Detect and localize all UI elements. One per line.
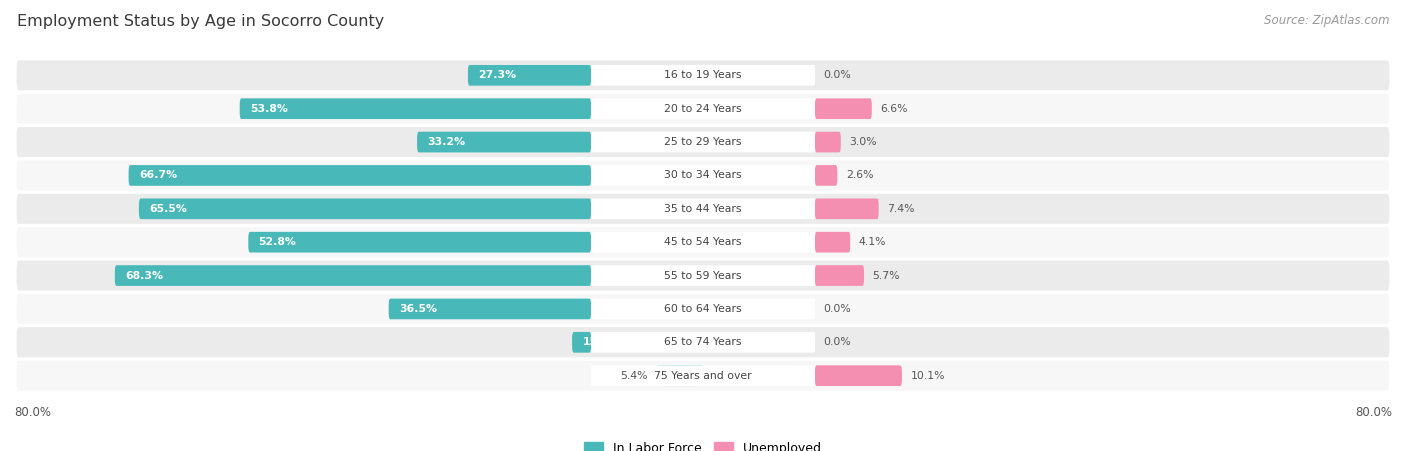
FancyBboxPatch shape [17, 261, 1389, 290]
Text: 33.2%: 33.2% [427, 137, 465, 147]
Text: 2.6%: 2.6% [846, 170, 873, 180]
FancyBboxPatch shape [17, 94, 1389, 124]
Text: 5.4%: 5.4% [620, 371, 648, 381]
Text: Employment Status by Age in Socorro County: Employment Status by Age in Socorro Coun… [17, 14, 384, 28]
Text: 60 to 64 Years: 60 to 64 Years [664, 304, 742, 314]
Text: 7.4%: 7.4% [887, 204, 915, 214]
FancyBboxPatch shape [815, 232, 851, 253]
FancyBboxPatch shape [418, 132, 591, 152]
FancyBboxPatch shape [815, 132, 841, 152]
Text: 16 to 19 Years: 16 to 19 Years [664, 70, 742, 80]
Text: 4.1%: 4.1% [859, 237, 886, 247]
Text: 52.8%: 52.8% [259, 237, 297, 247]
FancyBboxPatch shape [17, 294, 1389, 324]
FancyBboxPatch shape [591, 232, 815, 253]
FancyBboxPatch shape [468, 65, 591, 86]
FancyBboxPatch shape [657, 365, 703, 386]
Text: 25 to 29 Years: 25 to 29 Years [664, 137, 742, 147]
Text: 68.3%: 68.3% [125, 271, 163, 281]
FancyBboxPatch shape [139, 198, 591, 219]
FancyBboxPatch shape [591, 265, 815, 286]
Text: 3.0%: 3.0% [849, 137, 877, 147]
Text: 65.5%: 65.5% [149, 204, 187, 214]
Text: 80.0%: 80.0% [1355, 406, 1392, 419]
Text: 0.0%: 0.0% [824, 70, 851, 80]
FancyBboxPatch shape [239, 98, 591, 119]
Text: 30 to 34 Years: 30 to 34 Years [664, 170, 742, 180]
FancyBboxPatch shape [815, 265, 865, 286]
FancyBboxPatch shape [815, 165, 838, 186]
FancyBboxPatch shape [815, 98, 872, 119]
Text: 75 Years and over: 75 Years and over [654, 371, 752, 381]
Legend: In Labor Force, Unemployed: In Labor Force, Unemployed [579, 437, 827, 451]
FancyBboxPatch shape [591, 98, 815, 119]
Text: 80.0%: 80.0% [14, 406, 51, 419]
FancyBboxPatch shape [17, 60, 1389, 90]
FancyBboxPatch shape [591, 165, 815, 186]
Text: 35 to 44 Years: 35 to 44 Years [664, 204, 742, 214]
Text: 20 to 24 Years: 20 to 24 Years [664, 104, 742, 114]
Text: 36.5%: 36.5% [399, 304, 437, 314]
FancyBboxPatch shape [388, 299, 591, 319]
FancyBboxPatch shape [572, 332, 591, 353]
Text: 55 to 59 Years: 55 to 59 Years [664, 271, 742, 281]
FancyBboxPatch shape [17, 227, 1389, 257]
Text: 6.6%: 6.6% [880, 104, 908, 114]
FancyBboxPatch shape [17, 194, 1389, 224]
FancyBboxPatch shape [249, 232, 591, 253]
FancyBboxPatch shape [17, 361, 1389, 391]
Text: 65 to 74 Years: 65 to 74 Years [664, 337, 742, 347]
FancyBboxPatch shape [17, 327, 1389, 357]
Text: 27.3%: 27.3% [478, 70, 516, 80]
Text: 0.0%: 0.0% [824, 304, 851, 314]
Text: 66.7%: 66.7% [139, 170, 177, 180]
Text: 0.0%: 0.0% [824, 337, 851, 347]
Text: 5.7%: 5.7% [873, 271, 900, 281]
FancyBboxPatch shape [591, 365, 815, 386]
FancyBboxPatch shape [815, 365, 901, 386]
FancyBboxPatch shape [17, 161, 1389, 190]
FancyBboxPatch shape [591, 198, 815, 219]
FancyBboxPatch shape [591, 332, 815, 353]
FancyBboxPatch shape [128, 165, 591, 186]
FancyBboxPatch shape [591, 65, 815, 86]
FancyBboxPatch shape [17, 127, 1389, 157]
Text: 45 to 54 Years: 45 to 54 Years [664, 237, 742, 247]
Text: 15.2%: 15.2% [582, 337, 620, 347]
FancyBboxPatch shape [591, 299, 815, 319]
FancyBboxPatch shape [591, 132, 815, 152]
Text: Source: ZipAtlas.com: Source: ZipAtlas.com [1264, 14, 1389, 27]
FancyBboxPatch shape [115, 265, 591, 286]
Text: 53.8%: 53.8% [250, 104, 288, 114]
FancyBboxPatch shape [815, 198, 879, 219]
Text: 10.1%: 10.1% [911, 371, 945, 381]
